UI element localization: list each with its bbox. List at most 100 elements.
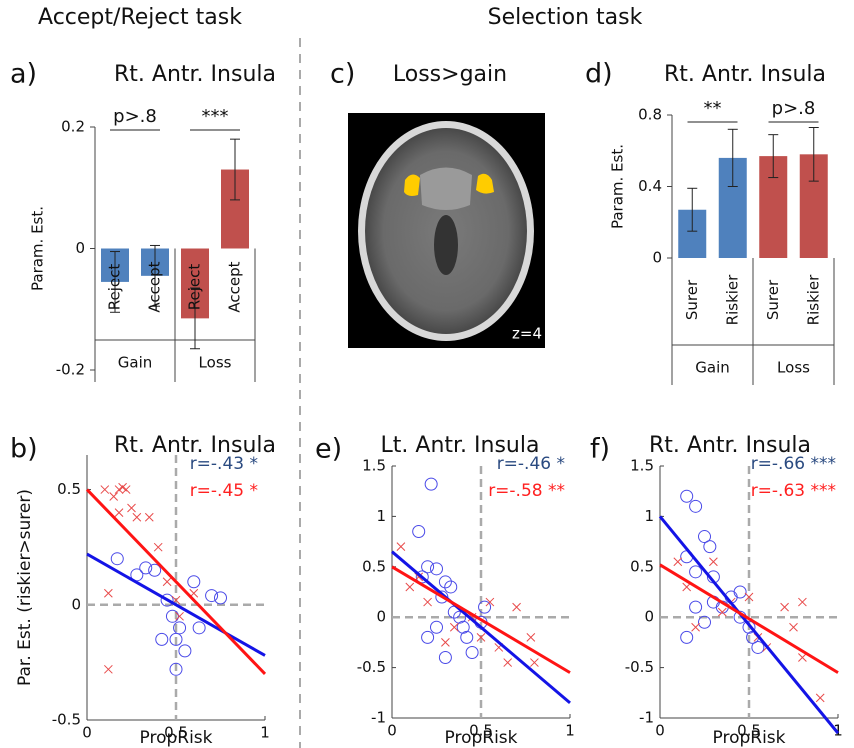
point [698,530,711,544]
point [780,602,789,612]
point [121,485,131,494]
panel-title: Loss>gain [393,62,507,87]
point [162,577,172,587]
heading: Selection task [488,5,643,30]
x-tick-label: 0 [387,722,397,740]
point [789,622,798,632]
point [110,552,124,566]
bracket-label: ** [704,98,722,119]
y-axis-label: Param. Est. [29,206,47,291]
point [717,607,727,617]
point [456,620,470,634]
panel-title: Rt. Antr. Insula [649,433,811,458]
point [673,557,683,567]
point [424,477,438,491]
point [512,602,521,612]
point [104,664,113,674]
y-tick-label: 0.2 [61,118,85,136]
panel-title: Rt. Antr. Insula [664,62,826,87]
point [114,508,124,517]
category-label: Accept [146,261,164,312]
point [680,489,694,503]
point [109,492,119,501]
point [744,592,754,602]
correlation-label: r=-.63 *** [751,481,836,501]
x-axis-label: PropRisk [713,728,786,748]
point [530,658,539,667]
point [680,630,694,644]
point [104,588,113,598]
point [127,503,136,513]
y-tick-label: -0.2 [56,361,85,379]
point [155,632,169,646]
category-label: Surer [764,279,782,320]
y-tick-label: 1 [376,507,386,525]
x-tick-label: 0 [82,724,92,742]
point [430,620,443,634]
y-tick-label: 1 [644,507,654,525]
point [423,597,432,607]
point [169,632,183,646]
x-tick-label: 1 [833,722,843,740]
y-tick-label: -1 [639,709,654,727]
point [691,622,700,632]
x-axis-label: PropRisk [140,728,213,748]
heading: Accept/Reject task [38,5,242,30]
category-label: Surer [683,279,701,320]
point [503,658,513,667]
category-label: Reject [106,264,124,311]
x-tick-label: 0.5 [737,722,761,740]
point [526,633,536,642]
point [465,645,479,659]
point [733,585,747,599]
y-tick-label: 1.5 [630,457,654,475]
correlation-label: r=-.45 * [190,481,258,501]
y-tick-label: 0.5 [57,480,81,498]
point [415,570,429,584]
point [405,582,415,592]
y-tick-label: -0.5 [625,658,654,676]
point [430,562,443,576]
bracket-label: *** [202,106,229,127]
point [438,575,452,589]
point [178,644,192,658]
panel-label: b) [10,434,38,465]
point [175,611,184,621]
fit-line [391,550,571,705]
point [689,499,703,513]
point [449,622,459,632]
panel-label: f) [590,434,610,465]
point [139,561,153,575]
category-label: Riskier [723,274,741,325]
y-axis-label: Param. Est. [609,144,627,229]
point [214,591,227,605]
group-label: Loss [777,359,810,377]
point [751,640,765,654]
point [169,662,183,676]
y-tick-label: -1 [371,709,386,727]
white-matter [420,167,472,210]
point [689,565,703,579]
fit-line [658,515,840,735]
category-label: Reject [186,264,204,311]
y-axis-label: Par. Est. (riskier>surer) [15,489,35,686]
y-tick-label: -0.5 [357,658,386,676]
x-tick-label: 0 [655,722,665,740]
point [144,512,154,522]
y-tick-label: 0 [644,608,654,626]
point [153,542,163,552]
point [192,621,206,635]
correlation-label: r=-.43 * [190,454,258,474]
x-tick-label: 1 [565,722,575,740]
point [421,560,435,574]
point [453,610,467,624]
point [798,653,807,662]
panel-title: Rt. Antr. Insula [114,433,276,458]
y-tick-label: 0 [376,608,386,626]
point [187,575,201,589]
fit-line [86,552,266,657]
point [148,563,162,577]
point [798,597,807,607]
y-tick-label: 0 [75,239,85,257]
